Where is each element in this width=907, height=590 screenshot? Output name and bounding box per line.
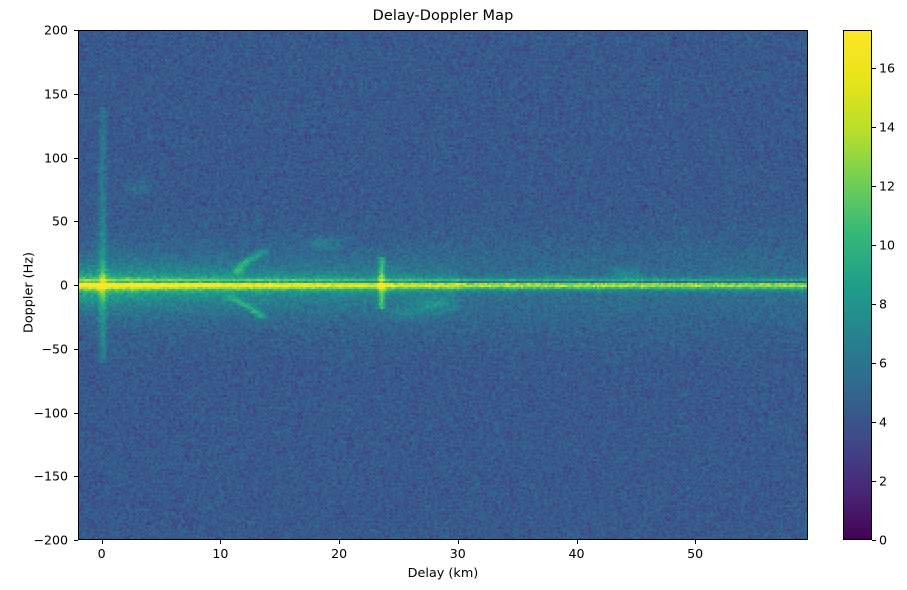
y-tick-label: −50 (41, 341, 68, 357)
y-tick-label: 50 (51, 213, 68, 229)
colorbar-tick-mark (872, 245, 877, 247)
colorbar-tick-label: 12 (879, 178, 896, 194)
colorbar-tick-mark (872, 540, 877, 542)
x-tick-label: 40 (568, 546, 585, 561)
y-tick-mark (73, 412, 78, 414)
y-tick-mark (73, 30, 78, 32)
x-tick-mark (695, 540, 697, 545)
y-tick-label: −100 (33, 405, 68, 420)
x-tick-label: 30 (449, 546, 466, 561)
y-tick-mark (73, 221, 78, 223)
y-tick-mark (73, 157, 78, 159)
colorbar (843, 30, 872, 540)
colorbar-tick-label: 6 (879, 355, 888, 371)
x-tick-mark (220, 540, 222, 545)
x-tick-mark (457, 540, 459, 545)
colorbar-tick-label: 8 (879, 296, 888, 312)
delay-doppler-heatmap (79, 31, 807, 539)
x-tick-mark (576, 540, 578, 545)
colorbar-tick-label: 16 (879, 60, 896, 76)
colorbar-tick-label: 2 (879, 473, 888, 489)
y-tick-mark (73, 348, 78, 350)
x-tick-label: 20 (331, 546, 348, 561)
y-tick-label: −150 (33, 468, 68, 484)
x-tick-mark (101, 540, 103, 545)
y-tick-label: 100 (43, 150, 68, 165)
colorbar-tick-label: 4 (879, 414, 888, 430)
plot-area[interactable] (78, 30, 808, 540)
colorbar-tick-label: 14 (879, 119, 896, 135)
x-axis-label: Delay (km) (407, 566, 479, 581)
y-tick-mark (73, 285, 78, 287)
colorbar-tick-mark (872, 304, 877, 306)
colorbar-tick-label: 0 (879, 532, 888, 548)
y-tick-label: 200 (43, 22, 68, 38)
colorbar-tick-mark (872, 186, 877, 188)
colorbar-tick-label: 10 (879, 237, 896, 253)
colorbar-tick-mark (872, 127, 877, 129)
y-tick-mark (73, 476, 78, 478)
y-tick-mark (73, 93, 78, 95)
colorbar-tick-mark (872, 68, 877, 70)
y-axis-label: Doppler (Hz) (21, 252, 37, 334)
colorbar-tick-mark (872, 422, 877, 424)
y-tick-label: 0 (59, 277, 68, 293)
colorbar-gradient (844, 31, 871, 539)
y-tick-label: −200 (33, 532, 68, 548)
x-tick-label: 50 (687, 546, 704, 561)
colorbar-tick-mark (872, 481, 877, 483)
x-tick-label: 10 (212, 546, 229, 561)
x-tick-label: 0 (97, 546, 106, 561)
y-tick-mark (73, 540, 78, 542)
colorbar-tick-mark (872, 363, 877, 365)
x-tick-mark (339, 540, 341, 545)
page-title: Delay-Doppler Map (372, 8, 514, 24)
y-tick-label: 150 (43, 86, 68, 102)
